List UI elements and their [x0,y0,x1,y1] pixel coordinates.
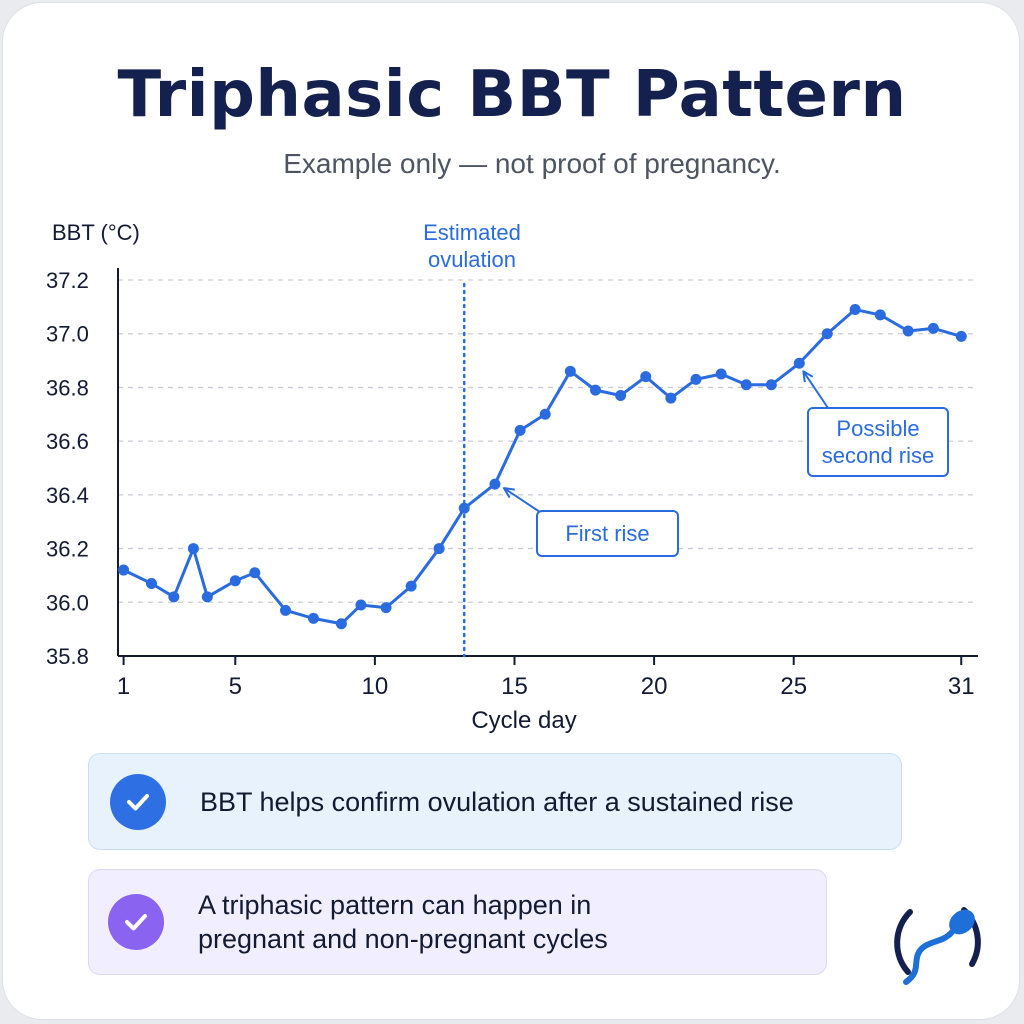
sperm-logo-icon [884,888,988,992]
data-point [902,325,914,337]
y-tick-label: 36.0 [46,590,89,615]
callout-text-line-1: A triphasic pattern can happen in [198,890,592,920]
y-tick-label: 36.4 [46,483,89,508]
y-tick-label: 37.2 [46,268,89,293]
data-point [355,599,367,611]
page-title: Triphasic BBT Pattern [117,58,907,132]
page-subtitle: Example only — not proof of pregnancy. [283,148,781,179]
data-point [821,328,833,340]
data-point [201,591,213,603]
data-point [849,304,861,316]
x-tick-label: 25 [780,673,807,700]
second-rise-label-line-1: Possible [836,416,919,441]
data-point [690,373,702,385]
data-point [307,612,319,624]
data-point [433,543,445,555]
data-point [280,604,292,616]
data-point [489,478,501,490]
y-tick-label: 36.6 [46,429,89,454]
bbt-line-chart: 35.836.036.236.436.636.837.037.21 5 10 15 20… [46,220,978,734]
checkmark-icon [108,894,164,950]
second-rise-callout [807,407,949,477]
first-rise-callout [536,510,679,557]
callout-text-line-2: pregnant and non-pregnant cycles [198,924,608,954]
x-tick-label: 31 [948,673,975,700]
data-point [615,389,627,401]
data-point [589,384,601,396]
data-point [146,577,158,589]
data-point [665,392,677,404]
x-tick-label: 20 [641,673,668,700]
first-rise-label: First rise [565,521,649,546]
x-tick-label: 1 [117,673,130,700]
data-point [564,365,576,377]
callout-text: A triphasic pattern can happen in pregna… [198,888,608,956]
data-point [458,502,470,514]
y-tick-label: 35.8 [46,644,89,669]
callout-triphasic-note: A triphasic pattern can happen in pregna… [88,869,827,975]
data-point [740,379,752,391]
y-tick-label: 37.0 [46,322,89,347]
data-point [539,408,551,420]
data-point [249,567,261,579]
x-tick-label: 10 [362,673,389,700]
checkmark-icon [110,773,166,830]
annotation-arrowhead [802,370,814,383]
data-point [640,371,652,383]
data-point [765,379,777,391]
data-point [715,368,727,380]
data-point [793,357,805,369]
ovulation-label-line-1: Estimated [423,220,521,245]
callout-text: BBT helps confirm ovulation after a sust… [200,786,794,817]
bbt-series [118,304,967,630]
ovulation-label-line-2: ovulation [428,247,516,272]
data-point [380,602,392,614]
x-tick-label: 5 [229,673,242,700]
y-tick-label: 36.8 [46,375,89,400]
annotation-arrow [802,370,829,409]
data-point [955,330,967,342]
data-point [229,575,241,587]
data-point [335,618,347,630]
data-point [514,424,526,436]
x-axis-label: Cycle day [471,707,576,734]
annotation-arrowhead [502,487,515,499]
bbt-series-line [122,308,962,626]
data-point [187,543,199,555]
data-point [118,564,130,576]
chart-axes: 35.836.036.236.436.636.837.037.21 5 10 15 20… [46,268,978,700]
y-tick-label: 36.2 [46,537,89,562]
second-rise-label-line-2: second rise [822,443,935,468]
y-axis-label: BBT (°C) [52,220,140,245]
callout-ovulation-confirm: BBT helps confirm ovulation after a sust… [88,753,902,850]
data-point [405,580,417,592]
data-point [874,309,886,321]
data-point [927,322,939,334]
data-point [168,591,180,603]
x-tick-label: 15 [501,673,528,700]
